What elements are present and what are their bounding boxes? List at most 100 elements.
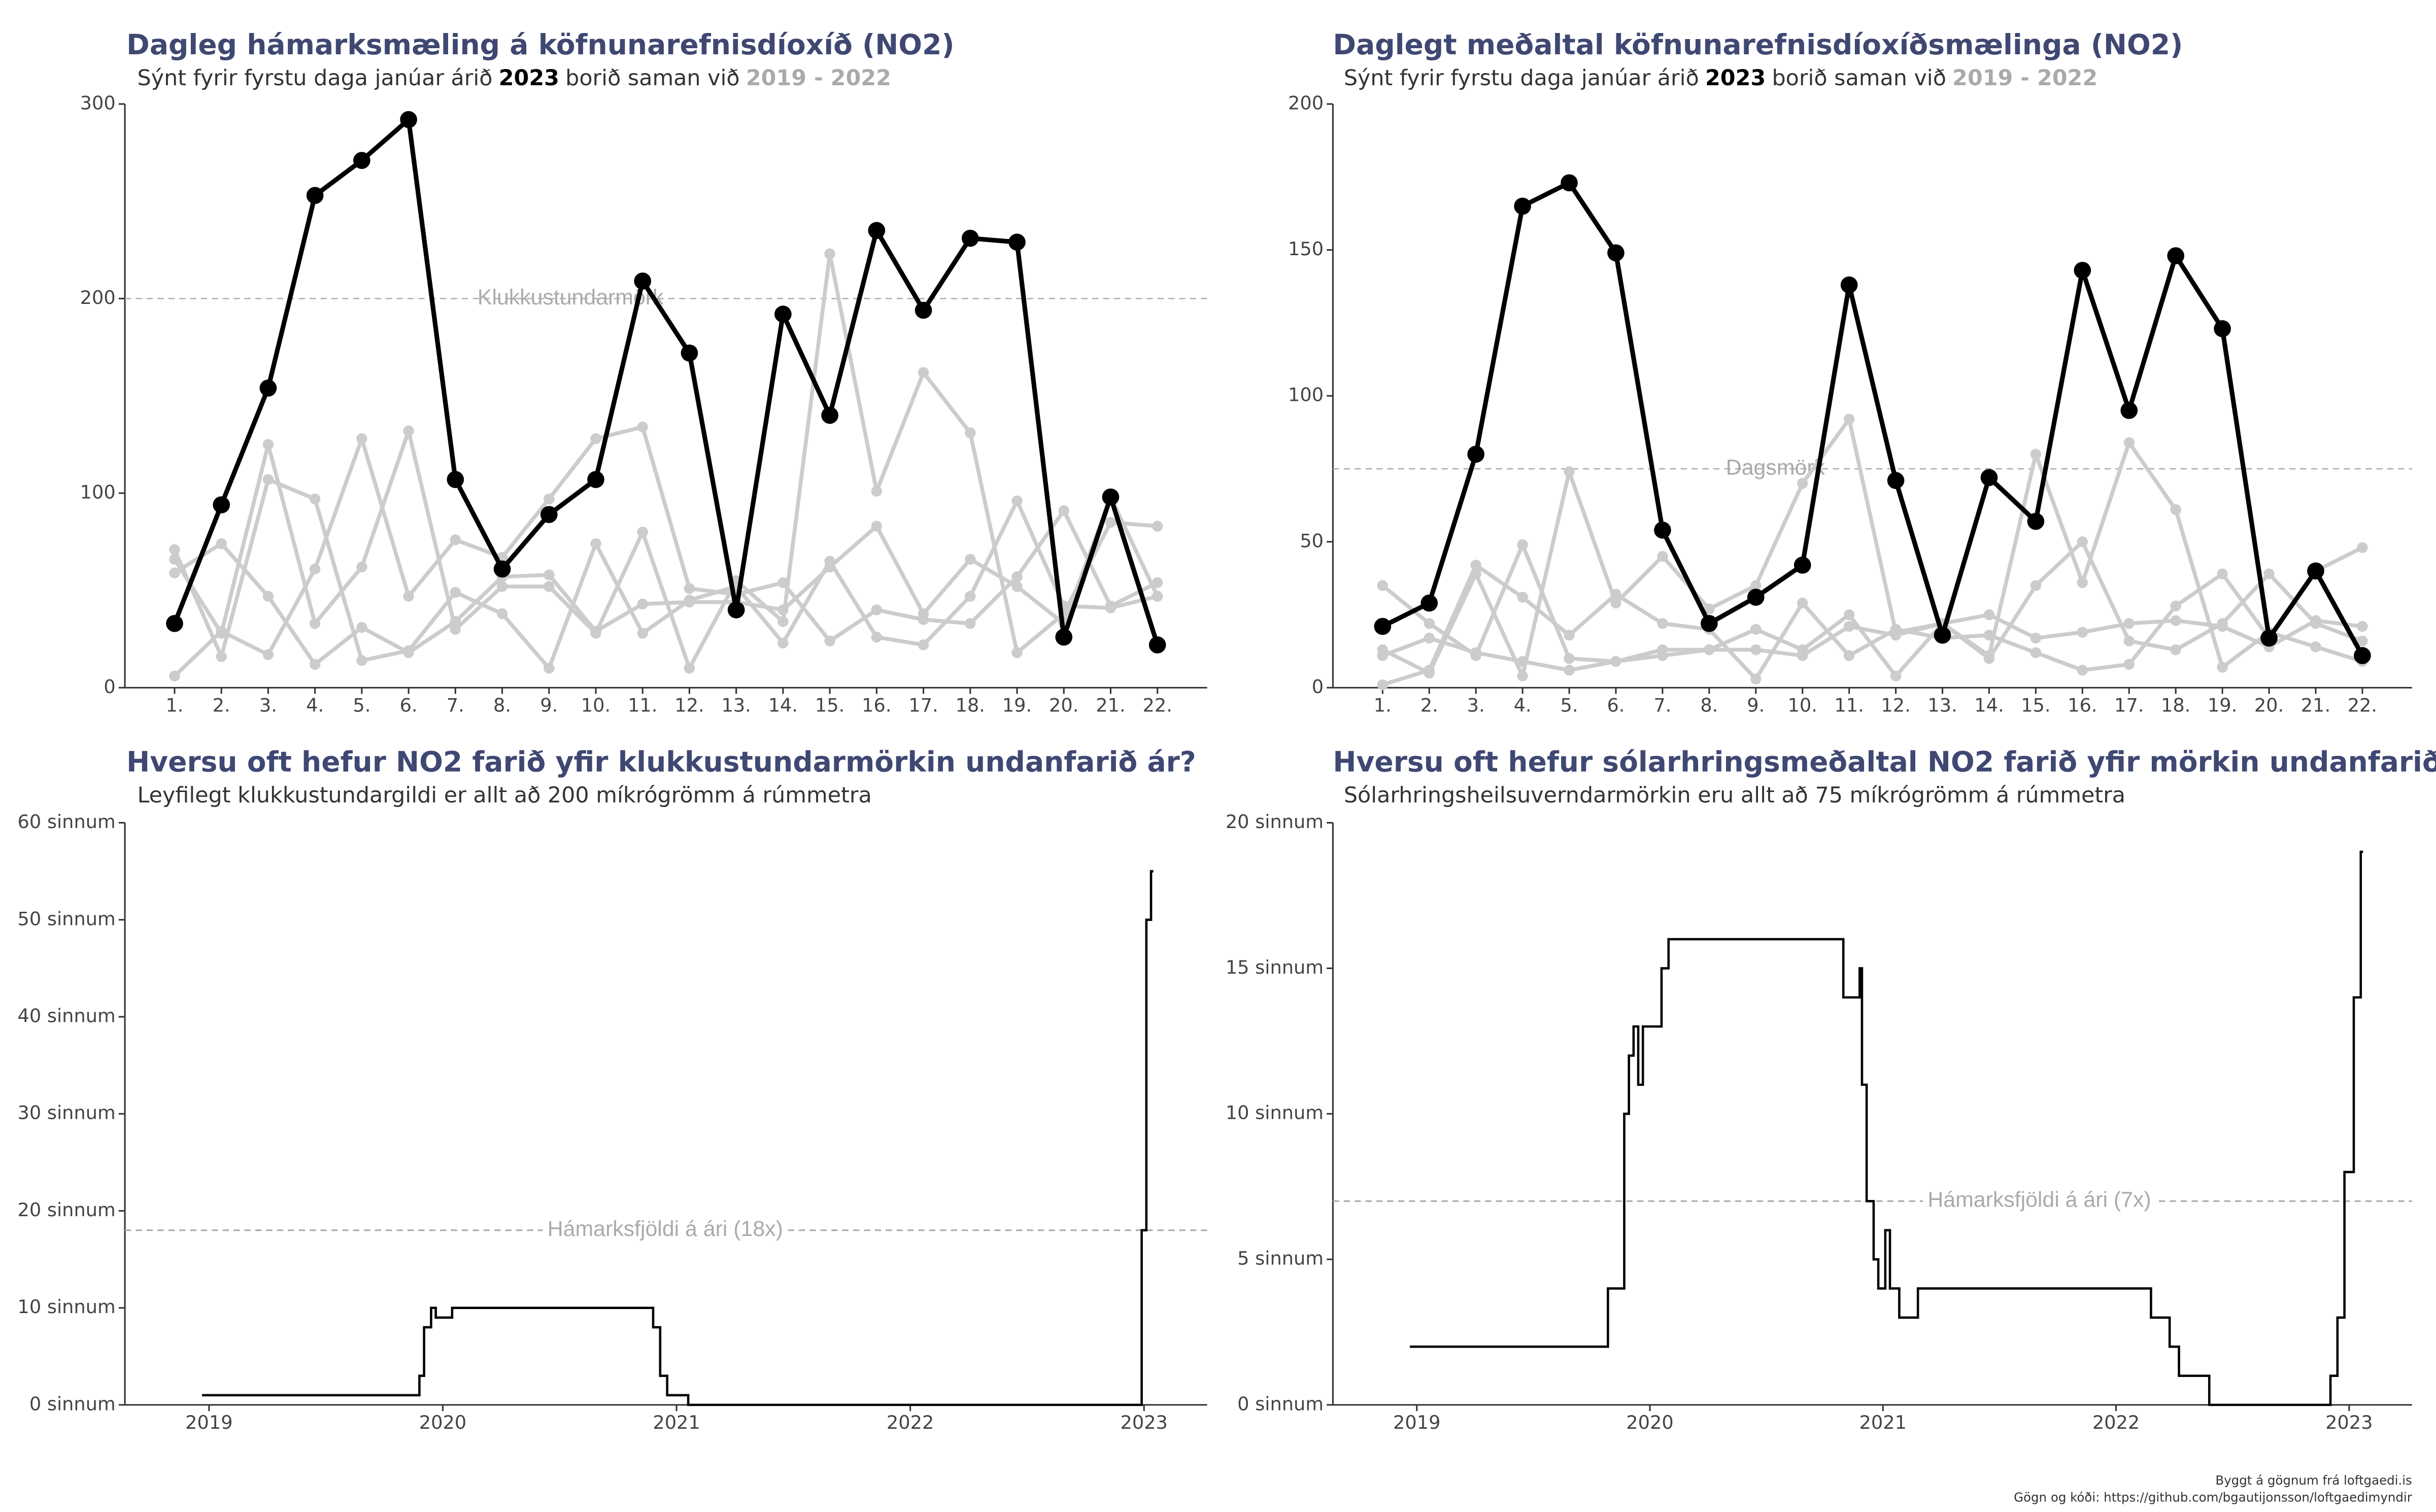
point [1750, 580, 1762, 591]
point [1470, 647, 1481, 659]
footer: Byggt á gögnum frá loftgaedi.is [2215, 1473, 2412, 1488]
x-tick-label: 2019 [185, 1412, 232, 1433]
point [918, 608, 929, 620]
x-tick-label: 15. [815, 695, 844, 716]
x-tick-label: 17. [908, 695, 938, 716]
x-tick-label: 4. [1514, 695, 1532, 716]
point [1152, 577, 1163, 589]
point [1843, 609, 1855, 621]
y-tick-label: 30 sinnum [17, 1102, 115, 1124]
point [1890, 630, 1902, 641]
point [1561, 174, 1578, 192]
x-tick-label: 21. [1096, 695, 1125, 716]
point [1840, 276, 1858, 294]
point [681, 344, 698, 362]
point [403, 647, 414, 659]
point [871, 486, 883, 497]
y-tick-label: 150 [1288, 238, 1324, 260]
step-line [202, 870, 1154, 1406]
point [1517, 539, 1528, 551]
subtitle-part: 2019 - 2022 [1952, 65, 2097, 91]
x-tick-label: 13. [721, 695, 751, 716]
point [824, 635, 835, 647]
x-tick-label: 13. [1927, 695, 1957, 716]
point [2027, 512, 2045, 530]
subtitle-part: Leyfilegt klukkustundargildi er allt að … [138, 782, 872, 808]
point [353, 152, 370, 169]
point [727, 601, 745, 618]
point [777, 577, 789, 589]
x-tick-label: 2022 [887, 1412, 934, 1433]
series-line [173, 425, 1159, 678]
point [1797, 650, 1808, 661]
point [871, 604, 883, 615]
point [637, 421, 648, 433]
point [213, 496, 230, 513]
point [2030, 449, 2042, 460]
x-tick-label: 1. [1374, 695, 1392, 716]
point [1377, 679, 1389, 691]
point [1152, 521, 1163, 532]
y-tick-label: 10 sinnum [1226, 1102, 1324, 1124]
series-line [172, 117, 1160, 646]
point [2170, 600, 2181, 612]
point [587, 471, 604, 488]
point [637, 526, 648, 538]
reference-label-bg [543, 1217, 788, 1242]
point [965, 554, 976, 565]
point [1011, 495, 1023, 506]
reference-label: Klukkustundarmörk [478, 285, 664, 310]
point [1424, 632, 1435, 644]
point [216, 538, 227, 549]
point [1794, 556, 1811, 574]
point [262, 474, 274, 485]
point [447, 471, 464, 488]
point [1058, 505, 1069, 517]
point [2123, 437, 2135, 448]
point [1750, 673, 1762, 684]
point [637, 598, 648, 610]
point [1152, 591, 1163, 602]
point [262, 439, 274, 450]
point [496, 581, 508, 592]
reference-label-bg [1923, 1187, 2156, 1212]
x-tick-label: 6. [400, 695, 418, 716]
point [2357, 621, 2368, 632]
y-tick-label: 5 sinnum [1237, 1248, 1324, 1269]
point [540, 506, 558, 523]
x-tick-label: 5. [353, 695, 370, 716]
x-tick-label: 2023 [2325, 1412, 2373, 1433]
subtitle-part: Sýnt fyrir fyrstu daga janúar árið [1344, 65, 1699, 91]
point [590, 626, 601, 637]
point [1654, 521, 1671, 539]
subtitle-part: 2023 [499, 65, 559, 91]
point [868, 222, 886, 239]
point [1564, 630, 1575, 641]
y-tick-label: 20 sinnum [17, 1199, 115, 1221]
point [965, 591, 976, 602]
point [1797, 478, 1808, 489]
reference-label: Dagsmörk [1726, 455, 1825, 479]
subtitle-part: Sólarhringsheilsuverndarmörkin eru allt … [1344, 782, 2125, 808]
x-tick-label: 5. [1561, 695, 1578, 716]
point [1514, 197, 1531, 215]
point [169, 670, 180, 682]
chart-title: Hversu oft hefur NO2 farið yfir klukkust… [126, 745, 1196, 778]
point [777, 637, 789, 648]
point [590, 538, 601, 549]
point [871, 631, 883, 643]
point [262, 591, 274, 602]
y-tick-label: 200 [1288, 92, 1324, 114]
point [1374, 617, 1392, 635]
series-line [1381, 542, 2363, 678]
point [450, 534, 461, 545]
point [961, 229, 979, 247]
point [1105, 517, 1116, 528]
subtitle: Sýnt fyrir fyrstu daga janúar árið 2023 bo… [138, 65, 891, 91]
point [400, 111, 417, 128]
point [544, 663, 555, 674]
point [2077, 577, 2088, 589]
point [2217, 618, 2228, 629]
reference-label: Hámarksfjöldi á ári (7x) [1927, 1188, 2151, 1212]
